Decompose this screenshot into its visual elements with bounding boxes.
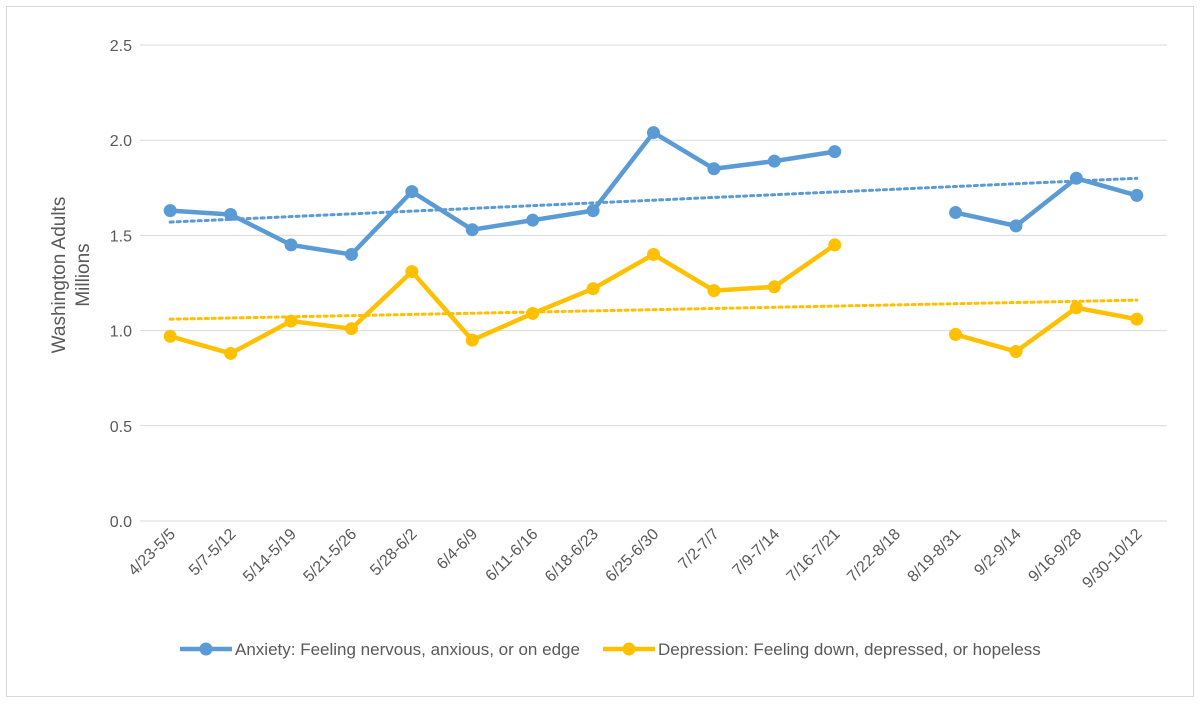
data-point <box>767 154 781 168</box>
x-tick-label: 9/2-9/14 <box>971 526 1025 580</box>
series-line <box>954 305 1138 354</box>
x-tick-label: 6/11-6/16 <box>483 526 542 585</box>
data-point <box>1130 312 1144 326</box>
trendline <box>168 176 1139 224</box>
x-tick-label: 7/16-7/21 <box>784 526 844 586</box>
data-point <box>707 162 721 176</box>
y-axis-title-group: Washington Adults Millions <box>49 197 94 354</box>
x-tick-label: 5/21-5/26 <box>300 526 360 586</box>
x-tick-label: 7/22-8/18 <box>844 526 904 586</box>
data-point <box>465 333 479 347</box>
x-tick-label: 8/19-8/31 <box>905 526 965 586</box>
x-tick-label: 9/30-10/12 <box>1079 526 1145 592</box>
data-point <box>647 126 660 140</box>
y-tick-label: 1.0 <box>110 324 132 341</box>
data-point <box>344 322 358 336</box>
data-point <box>1009 219 1023 233</box>
x-tick-label: 6/4-6/9 <box>434 526 481 573</box>
line-chart: 0.0 0.5 1.0 1.5 2.0 2.5 4/23-5/5 5/7-5/12 5/14-… <box>49 38 1167 659</box>
data-point <box>344 247 358 261</box>
x-tick-label: 7/9-7/14 <box>730 526 784 580</box>
data-point <box>1130 188 1144 202</box>
y-tick-label: 0.5 <box>110 419 132 436</box>
y-tick-label: 0.0 <box>110 514 132 531</box>
x-axis-ticks: 4/23-5/5 5/7-5/12 5/14-5/19 5/21-5/26 5/28-6… <box>125 526 1145 592</box>
data-point <box>828 238 842 252</box>
series <box>163 238 1144 360</box>
legend-marker <box>622 642 636 656</box>
data-point <box>647 247 660 261</box>
legend-label: Anxiety: Feeling nervous, anxious, or on… <box>235 640 580 659</box>
y-axis-subtitle: Millions <box>73 243 94 306</box>
gridlines <box>140 44 1167 522</box>
trendlines <box>168 176 1139 321</box>
data-point <box>163 329 177 343</box>
data-point <box>405 265 419 279</box>
x-tick-label: 5/14-5/19 <box>240 526 300 586</box>
y-axis-ticks: 0.0 0.5 1.0 1.5 2.0 2.5 <box>110 38 132 531</box>
y-tick-label: 2.0 <box>110 133 132 150</box>
data-point <box>828 145 842 159</box>
data-point <box>526 306 540 320</box>
y-axis-title: Washington Adults <box>49 197 70 354</box>
x-tick-label: 4/23-5/5 <box>125 526 179 580</box>
data-point <box>586 282 600 296</box>
x-tick-label: 6/25-6/30 <box>603 526 663 586</box>
data-point <box>707 284 721 298</box>
data-point <box>949 327 963 341</box>
y-tick-label: 1.5 <box>110 228 132 245</box>
data-point <box>1069 171 1083 185</box>
data-point <box>767 280 781 294</box>
data-point <box>163 204 177 218</box>
data-point <box>1069 301 1083 315</box>
series-lines <box>163 126 1144 360</box>
series-line <box>170 130 836 257</box>
legend-marker <box>199 642 213 656</box>
data-point <box>284 238 298 252</box>
legend: Anxiety: Feeling nervous, anxious, or on… <box>180 640 1041 659</box>
data-point <box>284 314 298 328</box>
x-tick-label: 6/18-6/23 <box>542 526 602 586</box>
y-tick-label: 2.5 <box>110 38 132 55</box>
x-tick-label: 5/7-5/12 <box>186 526 240 580</box>
x-tick-label: 5/28-6/2 <box>367 526 421 580</box>
data-point <box>224 207 238 221</box>
series <box>163 126 1144 261</box>
data-point <box>465 223 479 237</box>
data-point <box>405 185 419 199</box>
series-line <box>955 176 1138 229</box>
chart-area: 0.0 0.5 1.0 1.5 2.0 2.5 4/23-5/5 5/7-5/12 5/14-… <box>6 6 1194 697</box>
data-point <box>586 204 600 218</box>
trendline <box>168 298 1139 321</box>
data-point <box>526 213 540 227</box>
data-point <box>949 206 963 220</box>
x-tick-label: 7/2-7/7 <box>675 526 722 573</box>
data-point <box>224 346 238 360</box>
legend-label: Depression: Feeling down, depressed, or … <box>658 640 1041 659</box>
x-tick-label: 9/16-9/28 <box>1025 526 1085 586</box>
series-line <box>169 243 837 356</box>
data-point <box>1009 345 1023 359</box>
